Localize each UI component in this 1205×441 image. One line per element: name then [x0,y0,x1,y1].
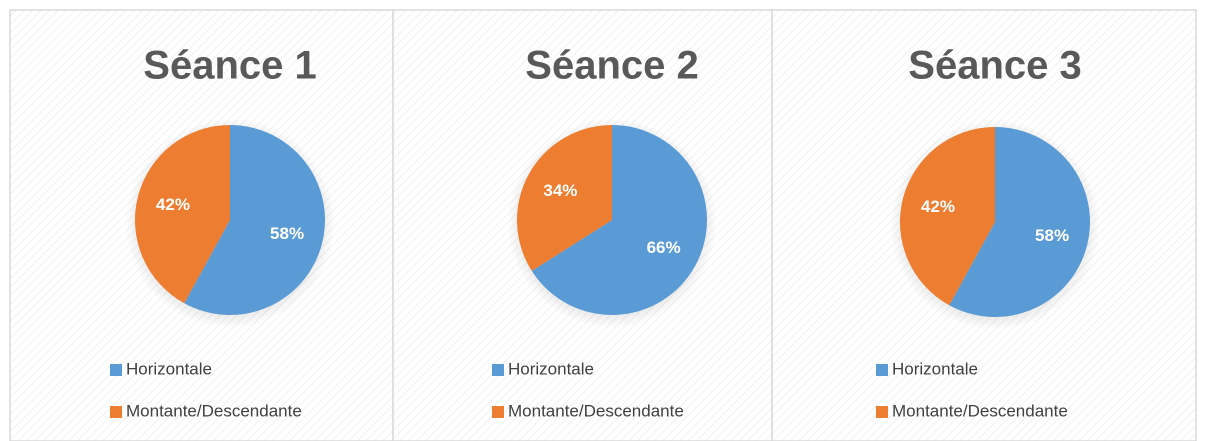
pie-slice [517,125,612,271]
legend-swatch [876,364,888,376]
legend-label: Horizontale [892,359,978,378]
legend-swatch [110,406,122,418]
legend-label: Horizontale [126,359,212,378]
pie-slice [899,127,995,306]
chart-title: Séance 2 [525,44,698,88]
pie-slice [184,125,325,315]
legend-label: Montante/Descendante [126,401,302,420]
chart-title: Séance 3 [908,44,1081,88]
data-label: 58% [270,224,304,243]
pie-slice [949,127,1090,317]
data-label: 66% [647,238,681,257]
pie-slice [531,125,707,315]
legend-label: Horizontale [508,359,594,378]
data-label: 42% [156,195,190,214]
legend-swatch [876,406,888,418]
legend-swatch [492,406,504,418]
data-label: 42% [921,197,955,216]
legend-swatch [492,364,504,376]
legend-swatch [110,364,122,376]
legend-label: Montante/Descendante [892,401,1068,420]
data-label: 58% [1035,226,1069,245]
legend-label: Montante/Descendante [508,401,684,420]
data-label: 34% [543,181,577,200]
chart-title: Séance 1 [143,44,316,88]
pie-slice [134,125,230,304]
